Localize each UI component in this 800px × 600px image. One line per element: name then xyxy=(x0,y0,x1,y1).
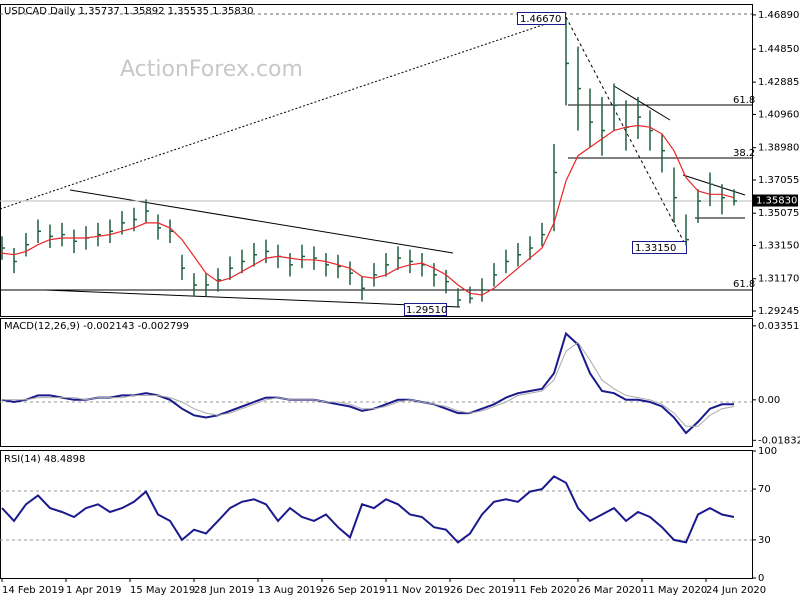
trend-line xyxy=(565,16,687,247)
y-tick-label: 1.33150 xyxy=(758,241,799,252)
y-tick-label: 70 xyxy=(758,484,771,495)
trend-lines xyxy=(0,13,752,308)
last-price-box xyxy=(752,194,798,207)
x-tick-label: 1 Apr 2019 xyxy=(66,585,121,596)
x-tick-label: 14 Feb 2019 xyxy=(2,585,64,596)
y-tick-label: 1.42885 xyxy=(758,77,799,88)
label-box xyxy=(404,303,447,316)
y-tick-label: 1.38980 xyxy=(758,143,799,154)
price-panel xyxy=(0,4,753,317)
line xyxy=(1,124,735,296)
x-tick-label: 11 May 2020 xyxy=(642,585,707,596)
line xyxy=(2,341,735,427)
x-tick-label: 15 May 2019 xyxy=(130,585,195,596)
label-box xyxy=(517,12,566,25)
macd-title: MACD(12,26,9) -0.002143 -0.002799 xyxy=(4,321,189,332)
line xyxy=(1,331,734,435)
annotation-boxes xyxy=(404,12,687,316)
y-tick-label: -0.018324 xyxy=(758,435,800,446)
price-label: 1.46670 xyxy=(520,14,561,25)
y-tick-label: 1.29245 xyxy=(758,306,799,317)
label-box xyxy=(632,241,687,254)
y-tick-label: 1.44850 xyxy=(758,44,799,55)
y-tick-label: 1.46890 xyxy=(758,10,799,21)
y-tick-label: 1.31170 xyxy=(758,274,799,285)
line xyxy=(1,475,735,544)
fib-label: 61.8 xyxy=(733,279,755,290)
fib-label: 38.2 xyxy=(733,148,755,159)
price-title: USDCAD Daily 1.35737 1.35892 1.35535 1.3… xyxy=(4,6,254,17)
price-label: 1.29510 xyxy=(406,305,447,316)
macd-panel xyxy=(0,318,753,447)
y-tick-label: 1.40960 xyxy=(758,109,799,120)
y-tick-label: 100 xyxy=(758,446,777,457)
fib-label: 61.8 xyxy=(733,95,755,106)
rsi-title: RSI(14) 48.4898 xyxy=(4,454,85,465)
price-label: 1.33150 xyxy=(635,243,676,254)
x-tick-label: 13 Aug 2019 xyxy=(258,585,322,596)
rsi-panel xyxy=(0,450,753,579)
x-tick-label: 28 Jun 2019 xyxy=(194,585,254,596)
last-price-label: 1.35830 xyxy=(756,196,797,207)
trend-line xyxy=(44,289,461,308)
y-tick-label: 0 xyxy=(758,573,764,584)
y-tick-label: 0.033515 xyxy=(758,321,800,332)
x-tick-label: 26 Dec 2019 xyxy=(450,585,514,596)
trend-line xyxy=(613,85,671,121)
x-tick-label: 26 Sep 2019 xyxy=(322,585,385,596)
y-tick-label: 1.35075 xyxy=(758,208,799,219)
y-tick-label: 30 xyxy=(758,535,771,546)
y-tick-label: 0.00 xyxy=(758,395,780,406)
x-tick-label: 11 Feb 2020 xyxy=(514,585,576,596)
panel-frames xyxy=(0,4,753,579)
y-tick-label: 1.37055 xyxy=(758,175,799,186)
x-tick-label: 24 Jun 2020 xyxy=(706,585,766,596)
x-tick-label: 26 Mar 2020 xyxy=(578,585,641,596)
watermark: ActionForex.com xyxy=(120,57,303,82)
x-tick-label: 11 Nov 2019 xyxy=(386,585,450,596)
